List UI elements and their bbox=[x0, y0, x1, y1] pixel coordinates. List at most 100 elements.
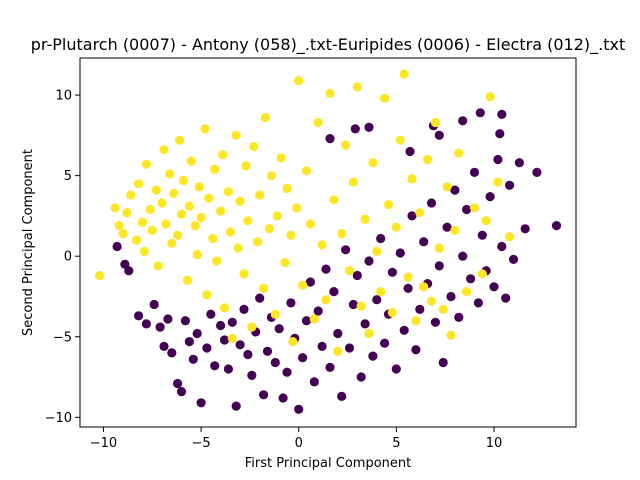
data-point-series-0-91 bbox=[493, 154, 503, 165]
data-point-series-0-93 bbox=[501, 293, 511, 303]
data-point-series-0-13 bbox=[184, 337, 194, 347]
data-point-series-0-103 bbox=[458, 116, 468, 126]
data-point-series-1-2 bbox=[114, 221, 124, 231]
data-point-series-0-54 bbox=[348, 299, 358, 310]
data-point-series-1-49 bbox=[243, 216, 253, 226]
data-point-series-1-42 bbox=[225, 227, 235, 237]
data-point-series-1-23 bbox=[176, 209, 187, 219]
data-point-series-1-14 bbox=[153, 261, 163, 271]
data-point-series-1-84 bbox=[364, 328, 374, 339]
data-point-series-0-20 bbox=[216, 320, 226, 331]
data-point-series-1-109 bbox=[469, 203, 480, 213]
data-point-series-1-0 bbox=[94, 270, 105, 281]
data-point-series-0-30 bbox=[255, 293, 265, 303]
data-point-series-0-6 bbox=[155, 322, 165, 332]
x-tick-label: −10 bbox=[90, 436, 117, 451]
data-point-series-1-13 bbox=[151, 185, 161, 195]
data-point-series-1-111 bbox=[481, 216, 491, 226]
data-point-series-1-76 bbox=[333, 346, 343, 356]
data-point-series-1-73 bbox=[321, 295, 331, 305]
data-point-series-0-109 bbox=[325, 134, 335, 144]
data-point-series-1-85 bbox=[368, 158, 378, 168]
data-point-series-0-8 bbox=[163, 314, 173, 324]
data-point-series-1-58 bbox=[270, 309, 280, 319]
data-point-series-1-32 bbox=[200, 124, 210, 134]
data-point-series-1-96 bbox=[411, 316, 421, 326]
data-point-series-0-78 bbox=[442, 222, 452, 232]
data-point-series-1-18 bbox=[165, 169, 175, 179]
y-tick-label: 0 bbox=[64, 250, 72, 265]
data-point-series-0-24 bbox=[231, 401, 241, 411]
data-point-series-0-44 bbox=[309, 377, 319, 387]
data-point-series-0-86 bbox=[473, 298, 483, 308]
data-point-series-0-89 bbox=[485, 192, 495, 202]
plot-frame bbox=[79, 57, 577, 428]
data-point-series-0-11 bbox=[176, 387, 187, 397]
data-point-series-0-28 bbox=[247, 370, 257, 380]
data-point-series-0-25 bbox=[235, 340, 245, 350]
data-point-series-0-3 bbox=[134, 311, 144, 321]
data-point-series-0-27 bbox=[243, 349, 253, 360]
data-point-series-1-34 bbox=[204, 193, 214, 203]
data-point-series-0-83 bbox=[462, 204, 472, 215]
data-point-series-1-108 bbox=[462, 287, 472, 297]
data-point-series-1-46 bbox=[235, 196, 245, 206]
data-point-series-0-90 bbox=[489, 282, 499, 292]
data-point-series-1-87 bbox=[376, 287, 386, 297]
data-point-series-1-10 bbox=[141, 159, 151, 169]
data-point-series-1-89 bbox=[383, 200, 394, 210]
data-point-series-0-87 bbox=[477, 230, 487, 240]
data-point-series-0-62 bbox=[380, 338, 390, 348]
data-point-series-1-4 bbox=[122, 208, 132, 218]
data-point-series-0-58 bbox=[364, 256, 374, 266]
data-point-series-0-9 bbox=[167, 348, 177, 358]
data-point-series-1-113 bbox=[493, 177, 503, 187]
data-point-series-1-45 bbox=[233, 243, 243, 253]
data-point-series-0-80 bbox=[450, 185, 460, 195]
data-point-series-0-35 bbox=[274, 324, 284, 334]
data-point-series-0-85 bbox=[469, 167, 480, 177]
data-point-series-0-74 bbox=[426, 198, 437, 208]
data-point-series-1-104 bbox=[442, 182, 452, 192]
data-point-series-1-8 bbox=[137, 217, 148, 227]
data-point-series-0-82 bbox=[458, 251, 468, 261]
data-point-series-1-22 bbox=[175, 135, 185, 145]
data-point-series-0-53 bbox=[344, 343, 355, 353]
data-point-series-0-106 bbox=[405, 146, 415, 157]
data-point-series-0-36 bbox=[278, 393, 288, 403]
data-point-series-1-66 bbox=[294, 76, 304, 86]
data-point-series-0-68 bbox=[403, 283, 413, 293]
data-point-series-0-79 bbox=[446, 291, 456, 302]
data-point-series-1-29 bbox=[192, 250, 202, 260]
data-point-series-1-11 bbox=[145, 204, 155, 215]
chart-title: pr-Plutarch (0007) - Antony (058)_.txt-E… bbox=[31, 35, 625, 55]
data-point-series-0-94 bbox=[505, 180, 515, 190]
y-tick-label: −5 bbox=[53, 330, 72, 345]
data-point-series-1-63 bbox=[286, 230, 296, 240]
data-point-series-0-5 bbox=[149, 299, 159, 310]
data-point-series-0-49 bbox=[329, 287, 339, 297]
data-point-series-0-92 bbox=[497, 241, 507, 252]
data-point-series-1-92 bbox=[395, 135, 405, 145]
data-point-series-1-21 bbox=[173, 230, 183, 240]
data-point-series-0-76 bbox=[434, 261, 444, 271]
data-point-series-1-55 bbox=[260, 113, 271, 123]
data-point-series-0-17 bbox=[202, 343, 212, 353]
data-point-series-0-0 bbox=[112, 241, 122, 252]
data-point-series-0-45 bbox=[313, 306, 323, 316]
data-point-series-0-10 bbox=[173, 378, 183, 389]
data-point-series-1-69 bbox=[305, 219, 315, 229]
data-point-series-1-101 bbox=[430, 117, 440, 128]
data-point-series-1-53 bbox=[255, 190, 265, 200]
data-point-series-0-98 bbox=[532, 167, 542, 177]
data-point-series-0-107 bbox=[364, 122, 374, 132]
data-point-series-1-16 bbox=[159, 145, 169, 155]
data-point-series-1-54 bbox=[259, 283, 269, 293]
data-point-series-1-39 bbox=[218, 150, 228, 160]
data-point-series-1-79 bbox=[344, 266, 355, 276]
data-point-series-0-52 bbox=[341, 245, 351, 255]
data-point-series-0-12 bbox=[180, 316, 190, 326]
y-axis: −10 −5 0 5 10 bbox=[45, 89, 80, 426]
data-point-series-1-103 bbox=[438, 304, 448, 314]
